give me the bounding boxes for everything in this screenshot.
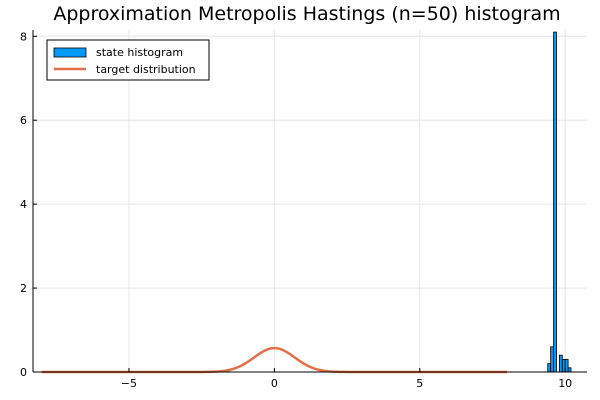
legend-swatch-state-histogram xyxy=(53,47,87,58)
legend-label-target-distribution: target distribution xyxy=(96,63,196,76)
y-tick-label: 2 xyxy=(20,282,27,295)
y-tick-label: 4 xyxy=(20,198,27,211)
legend: state histogram target distribution xyxy=(46,39,210,81)
histogram-bar xyxy=(567,367,572,373)
axes xyxy=(32,30,587,373)
histogram-bar xyxy=(550,346,554,373)
y-tick-label: 8 xyxy=(20,30,27,43)
y-tick-label: 6 xyxy=(20,114,27,127)
histogram-bar xyxy=(547,363,552,373)
legend-label-state-histogram: state histogram xyxy=(96,46,183,59)
histogram-bar xyxy=(553,31,557,373)
x-tick-label: −5 xyxy=(121,377,137,390)
legend-box xyxy=(46,39,210,81)
y-tick-label: 0 xyxy=(20,366,27,379)
x-tick-label: 5 xyxy=(416,377,423,390)
histogram-bars xyxy=(547,31,572,373)
histogram-bar xyxy=(558,354,563,373)
x-tick-label: 0 xyxy=(271,377,278,390)
grid-lines xyxy=(33,30,587,373)
tick-labels: −5 0 5 10 0 2 4 6 8 xyxy=(20,30,572,390)
chart-title: Approximation Metropolis Hastings (n=50)… xyxy=(53,3,560,25)
x-tick-label: 10 xyxy=(558,377,572,390)
